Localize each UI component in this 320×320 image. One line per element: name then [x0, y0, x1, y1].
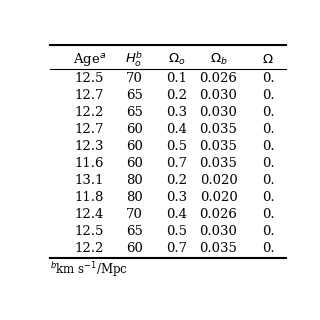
- Text: 0.020: 0.020: [200, 174, 237, 187]
- Text: 12.7: 12.7: [75, 123, 104, 136]
- Text: 0.: 0.: [262, 72, 275, 85]
- Text: $\Omega$: $\Omega$: [262, 53, 274, 66]
- Text: 60: 60: [126, 140, 143, 153]
- Text: 60: 60: [126, 123, 143, 136]
- Text: 0.4: 0.4: [166, 123, 187, 136]
- Text: 0.026: 0.026: [200, 72, 237, 85]
- Text: 0.030: 0.030: [200, 89, 237, 102]
- Text: 65: 65: [126, 106, 143, 119]
- Text: 80: 80: [126, 174, 143, 187]
- Text: $^b$km s$^{-1}$/Mpc: $^b$km s$^{-1}$/Mpc: [50, 260, 128, 279]
- Text: 0.7: 0.7: [166, 242, 187, 255]
- Text: 0.: 0.: [262, 225, 275, 238]
- Text: 0.3: 0.3: [166, 106, 187, 119]
- Text: $\Omega_o$: $\Omega_o$: [168, 52, 185, 67]
- Text: 12.7: 12.7: [75, 89, 104, 102]
- Text: 12.4: 12.4: [75, 208, 104, 221]
- Text: 12.2: 12.2: [75, 106, 104, 119]
- Text: 11.8: 11.8: [75, 191, 104, 204]
- Text: 0.: 0.: [262, 242, 275, 255]
- Text: $H^b_o$: $H^b_o$: [125, 50, 143, 69]
- Text: 0.030: 0.030: [200, 225, 237, 238]
- Text: 0.: 0.: [262, 208, 275, 221]
- Text: 70: 70: [126, 208, 143, 221]
- Text: 0.: 0.: [262, 89, 275, 102]
- Text: 0.: 0.: [262, 174, 275, 187]
- Text: 0.1: 0.1: [166, 72, 187, 85]
- Text: 0.030: 0.030: [200, 106, 237, 119]
- Text: 0.035: 0.035: [200, 157, 237, 170]
- Text: 0.: 0.: [262, 123, 275, 136]
- Text: 11.6: 11.6: [75, 157, 104, 170]
- Text: 0.020: 0.020: [200, 191, 237, 204]
- Text: 12.2: 12.2: [75, 242, 104, 255]
- Text: 0.5: 0.5: [166, 225, 187, 238]
- Text: 0.: 0.: [262, 106, 275, 119]
- Text: 0.2: 0.2: [166, 174, 187, 187]
- Text: 0.: 0.: [262, 157, 275, 170]
- Text: 60: 60: [126, 242, 143, 255]
- Text: 80: 80: [126, 191, 143, 204]
- Text: 13.1: 13.1: [75, 174, 104, 187]
- Text: 0.: 0.: [262, 140, 275, 153]
- Text: 0.7: 0.7: [166, 157, 187, 170]
- Text: 0.3: 0.3: [166, 191, 187, 204]
- Text: Age$^a$: Age$^a$: [73, 51, 106, 68]
- Text: 70: 70: [126, 72, 143, 85]
- Text: $\Omega_b$: $\Omega_b$: [210, 52, 228, 67]
- Text: 0.026: 0.026: [200, 208, 237, 221]
- Text: 0.035: 0.035: [200, 242, 237, 255]
- Text: 0.035: 0.035: [200, 140, 237, 153]
- Text: 12.5: 12.5: [75, 72, 104, 85]
- Text: 60: 60: [126, 157, 143, 170]
- Text: 0.: 0.: [262, 191, 275, 204]
- Text: 12.3: 12.3: [75, 140, 104, 153]
- Text: 0.5: 0.5: [166, 140, 187, 153]
- Text: 12.5: 12.5: [75, 225, 104, 238]
- Text: 65: 65: [126, 225, 143, 238]
- Text: 0.2: 0.2: [166, 89, 187, 102]
- Text: 65: 65: [126, 89, 143, 102]
- Text: 0.4: 0.4: [166, 208, 187, 221]
- Text: 0.035: 0.035: [200, 123, 237, 136]
